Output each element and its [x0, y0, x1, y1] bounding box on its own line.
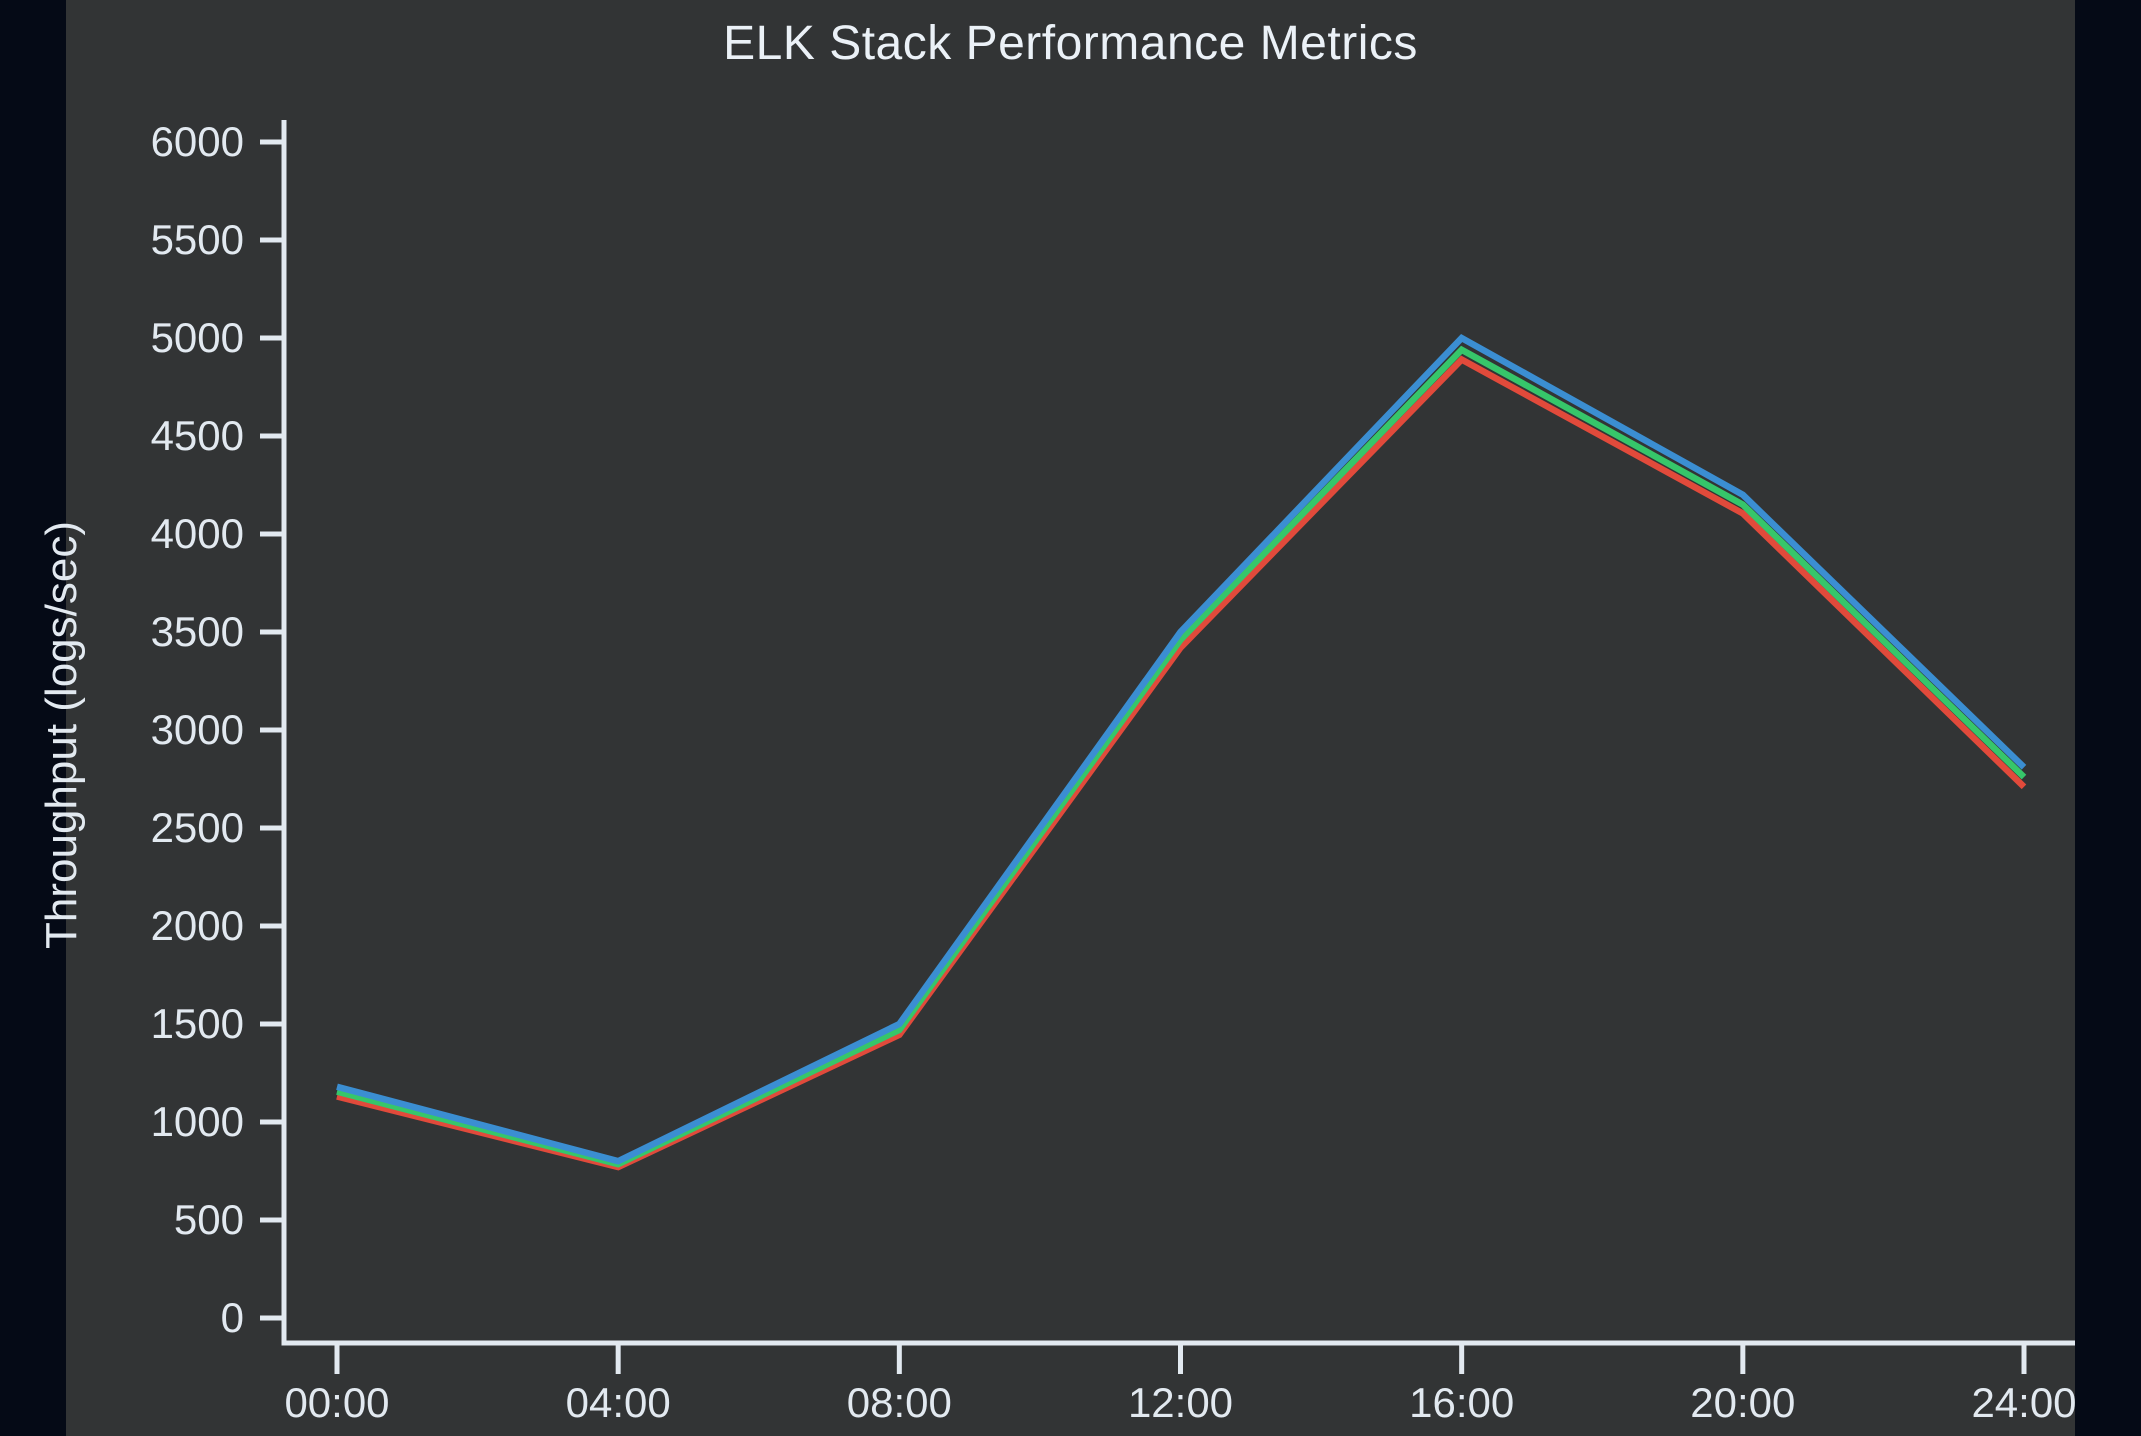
y-tick-label: 5000 — [151, 314, 244, 361]
chart-figure: ELK Stack Performance Metrics — [66, 0, 2075, 1436]
x-tick-label: 08:00 — [847, 1379, 952, 1426]
y-tick-label: 2500 — [151, 804, 244, 851]
x-tick-label: 20:00 — [1690, 1379, 1795, 1426]
y-tick-label: 1000 — [151, 1098, 244, 1145]
series-line-blue — [336, 333, 2027, 1165]
x-tick-label: 24:00 — [1971, 1379, 2076, 1426]
y-tick-label: 1500 — [151, 1000, 244, 1047]
y-tick-label: 2000 — [151, 902, 244, 949]
y-tick-label: 500 — [174, 1196, 244, 1243]
y-tick-label: 6000 — [151, 118, 244, 165]
y-tick-label: 5500 — [151, 216, 244, 263]
y-tick-label: 4500 — [151, 412, 244, 459]
chart-title: ELK Stack Performance Metrics — [723, 17, 1418, 70]
x-tick-label: 04:00 — [566, 1379, 671, 1426]
y-tick-label: 3500 — [151, 608, 244, 655]
y-tick-label: 4000 — [151, 510, 244, 557]
x-tick-label: 12:00 — [1128, 1379, 1233, 1426]
x-tick-label: 00:00 — [284, 1379, 389, 1426]
y-tick-label: 3000 — [151, 706, 244, 753]
series-line-green — [336, 345, 2027, 1168]
y-tick-label: 0 — [221, 1294, 244, 1341]
series-line-red — [336, 355, 2027, 1171]
x-tick-label: 16:00 — [1409, 1379, 1514, 1426]
